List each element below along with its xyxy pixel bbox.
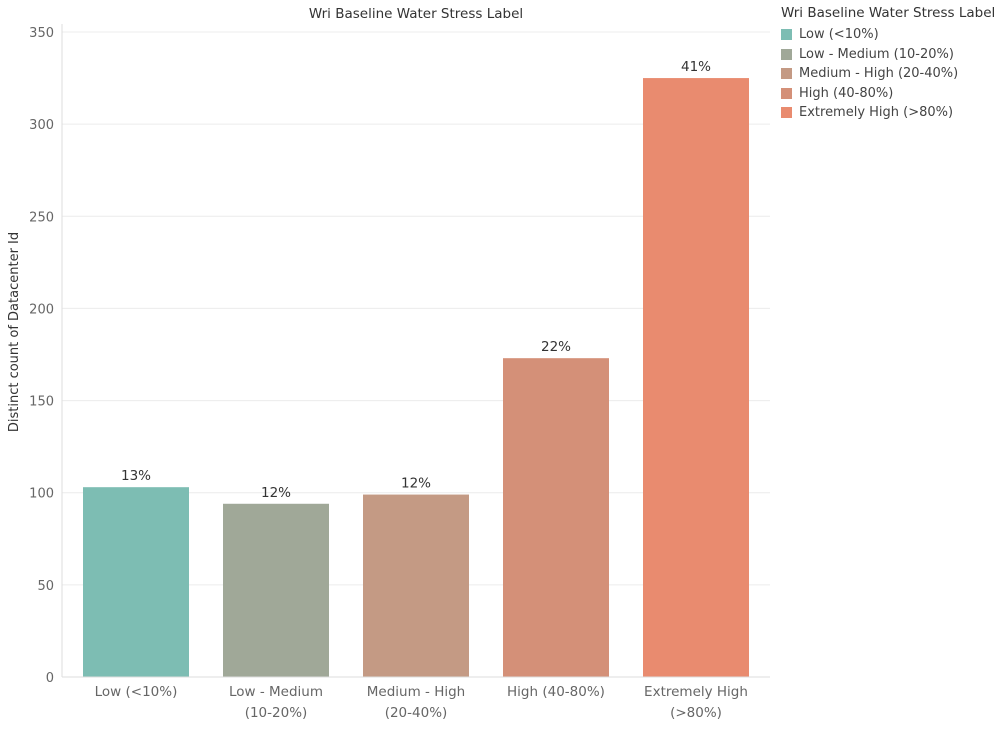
legend-item: Extremely High (>80%) xyxy=(781,103,1000,123)
legend-swatch xyxy=(781,107,792,119)
legend-item: High (40-80%) xyxy=(781,84,1000,104)
x-tick-label: Low (<10%) xyxy=(95,684,178,700)
y-tick-label: 300 xyxy=(29,118,54,133)
legend-label: Extremely High (>80%) xyxy=(799,105,954,121)
legend-label: Medium - High (20-40%) xyxy=(799,66,959,82)
legend-label: High (40-80%) xyxy=(799,85,894,101)
x-tick-label: Extremely High xyxy=(644,684,748,700)
legend-swatch xyxy=(781,87,792,99)
data-labels: 13% 12% 12% 22% 41% xyxy=(121,59,711,501)
axes: 0 50 100 150 200 250 300 350 Low (<10%) Low - Med… xyxy=(29,24,770,721)
legend-swatch xyxy=(781,48,792,60)
legend: Wri Baseline Water Stress Label Low (<10… xyxy=(781,5,1000,123)
y-tick-label: 50 xyxy=(37,579,54,594)
x-tick-label: (>80%) xyxy=(670,705,722,721)
data-label: 12% xyxy=(401,476,431,492)
x-tick-label: High (40-80%) xyxy=(507,684,605,700)
bar xyxy=(503,358,609,677)
y-tick-label: 150 xyxy=(29,395,54,410)
data-label: 22% xyxy=(541,339,571,355)
bar xyxy=(643,78,749,678)
legend-swatch xyxy=(781,29,792,41)
legend-title: Wri Baseline Water Stress Label xyxy=(781,5,996,21)
x-tick-label: (10-20%) xyxy=(245,705,308,721)
x-tick-label: Low - Medium xyxy=(229,684,323,700)
bar xyxy=(363,494,469,677)
bars xyxy=(83,78,749,678)
y-tick-label: 350 xyxy=(29,26,54,41)
y-tick-label: 200 xyxy=(29,302,54,317)
bar xyxy=(223,503,329,677)
chart-title: Wri Baseline Water Stress Label xyxy=(309,6,523,22)
data-label: 13% xyxy=(121,468,151,484)
legend-label: Low (<10%) xyxy=(799,27,879,43)
legend-items: Low (<10%) Low - Medium (10-20%) Medium - … xyxy=(781,25,1000,123)
data-label: 41% xyxy=(681,59,711,75)
legend-item: Medium - High (20-40%) xyxy=(781,64,1000,84)
legend-item: Low - Medium (10-20%) xyxy=(781,45,1000,65)
y-tick-label: 250 xyxy=(29,210,54,225)
legend-item: Low (<10%) xyxy=(781,25,1000,45)
y-axis-label: Distinct count of Datacenter Id xyxy=(7,232,22,432)
data-label: 12% xyxy=(261,485,291,501)
legend-label: Low - Medium (10-20%) xyxy=(799,46,954,62)
y-tick-label: 100 xyxy=(29,487,54,502)
x-tick-label: (20-40%) xyxy=(385,705,448,721)
x-tick-label: Medium - High xyxy=(367,684,465,700)
y-tick-label: 0 xyxy=(46,671,54,686)
legend-swatch xyxy=(781,68,792,80)
bar xyxy=(83,487,189,677)
